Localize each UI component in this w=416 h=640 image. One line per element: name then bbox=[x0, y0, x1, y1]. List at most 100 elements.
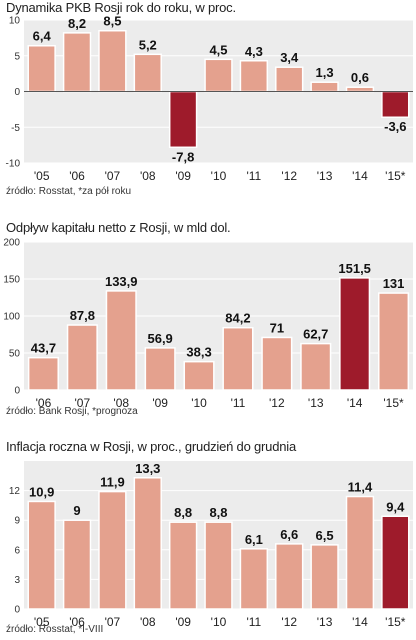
x-tick-label: '10 bbox=[211, 615, 227, 629]
x-tick-label: '13 bbox=[308, 396, 324, 410]
data-label: 9,4 bbox=[386, 499, 405, 514]
x-tick-label: '11 bbox=[231, 396, 246, 410]
x-tick-label: '11 bbox=[246, 169, 261, 183]
y-tick-label: -10 bbox=[6, 159, 21, 170]
x-tick-label: '08 bbox=[140, 169, 156, 183]
y-tick-label: 150 bbox=[3, 275, 20, 286]
x-tick-label: '15* bbox=[385, 169, 406, 183]
bar bbox=[275, 543, 304, 610]
y-tick-label: 0 bbox=[14, 87, 20, 98]
data-label: 11,9 bbox=[100, 475, 125, 490]
bar bbox=[27, 44, 56, 93]
x-tick-label: '13 bbox=[317, 615, 333, 629]
inflation-chart-panel: Inflacja roczna w Rosji, w proc., grudzi… bbox=[0, 439, 416, 639]
bar bbox=[133, 477, 162, 610]
data-label: 62,7 bbox=[303, 327, 328, 342]
data-label: 5,2 bbox=[139, 37, 157, 52]
capital-outflow-chart: 0 50 100 150 200 43,7 '06 87,8 '07 133,9 '08 56,9 '0… bbox=[3, 238, 413, 410]
bar bbox=[345, 495, 375, 610]
y-tick-label: 6 bbox=[14, 545, 20, 556]
bar bbox=[133, 53, 162, 93]
bar bbox=[300, 342, 332, 391]
data-label: 8,5 bbox=[103, 14, 121, 29]
bar bbox=[239, 548, 269, 610]
data-label: 56,9 bbox=[147, 331, 172, 346]
bar bbox=[98, 490, 127, 610]
y-tick-label: 200 bbox=[3, 238, 20, 249]
bar bbox=[27, 356, 59, 391]
data-label: 9 bbox=[73, 503, 80, 518]
y-tick-label: 9 bbox=[14, 516, 20, 527]
x-tick-label: '12 bbox=[281, 169, 297, 183]
gdp-chart: -10 -5 0 5 10 6,4 '05 8,2 '06 8,5 '07 5,2 '08 -7,8 '09… bbox=[6, 14, 413, 183]
data-label: 11,4 bbox=[348, 480, 373, 495]
inflation-chart-source: źródło: Rosstat, *I-VIII bbox=[6, 624, 104, 635]
x-tick-label: '08 bbox=[140, 615, 156, 629]
gdp-chart-panel: Dynamika PKB Rosji rok do roku, w proc. … bbox=[0, 0, 416, 200]
bar bbox=[339, 277, 371, 391]
x-tick-label: '07 bbox=[75, 396, 91, 410]
y-tick-label: 50 bbox=[9, 349, 21, 360]
data-label: 133,9 bbox=[105, 274, 138, 289]
bar bbox=[168, 90, 198, 149]
bar bbox=[222, 326, 254, 391]
x-tick-label: '07 bbox=[105, 169, 121, 183]
x-tick-label: '10 bbox=[211, 169, 227, 183]
x-tick-label: '06 bbox=[69, 169, 85, 183]
y-tick-label: 0 bbox=[14, 386, 20, 397]
data-label: -7,8 bbox=[172, 149, 194, 164]
bar bbox=[378, 292, 410, 391]
x-tick-label: '09 bbox=[175, 169, 191, 183]
bar bbox=[168, 521, 198, 610]
data-label: 87,8 bbox=[70, 308, 95, 323]
bar bbox=[204, 58, 233, 93]
data-label: 8,8 bbox=[209, 505, 227, 520]
data-label: 13,3 bbox=[135, 461, 160, 476]
data-label: 4,3 bbox=[245, 44, 263, 59]
data-label: 6,5 bbox=[316, 528, 334, 543]
data-label: 1,3 bbox=[316, 65, 334, 80]
data-label: 4,5 bbox=[209, 42, 227, 57]
x-tick-label: '12 bbox=[269, 396, 285, 410]
bar bbox=[381, 515, 410, 610]
x-tick-label: '12 bbox=[281, 615, 297, 629]
bar bbox=[144, 347, 176, 391]
inflation-chart-title: Inflacja roczna w Rosji, w proc., grudzi… bbox=[6, 439, 296, 454]
bar bbox=[345, 86, 375, 93]
bar bbox=[239, 60, 269, 93]
bar bbox=[105, 290, 137, 391]
x-tick-label: '14 bbox=[352, 615, 368, 629]
gdp-chart-source: źródło: Rosstat, *za pół roku bbox=[6, 186, 132, 197]
data-label: 71 bbox=[270, 320, 284, 335]
y-tick-label: 10 bbox=[9, 16, 21, 27]
capital-outflow-chart-source: źródło: Bank Rosji, *prognoza bbox=[6, 406, 138, 417]
x-tick-label: '09 bbox=[152, 396, 168, 410]
bar bbox=[62, 32, 92, 93]
x-tick-label: '09 bbox=[175, 615, 191, 629]
bar bbox=[261, 336, 293, 391]
y-tick-label: 0 bbox=[14, 605, 20, 616]
bar bbox=[98, 29, 127, 93]
x-tick-label: '13 bbox=[317, 169, 333, 183]
x-tick-label: '15* bbox=[383, 396, 404, 410]
data-label: 6,4 bbox=[33, 29, 52, 44]
inflation-chart: 0 3 6 9 12 10,9 '05 9 '06 11,9 '07 13,3 '08 8,8 '09 8,8… bbox=[9, 461, 413, 629]
data-label: 10,9 bbox=[29, 484, 54, 499]
bar bbox=[183, 360, 215, 391]
x-tick-label: '06 bbox=[69, 615, 85, 629]
x-tick-label: '10 bbox=[191, 396, 207, 410]
bar bbox=[275, 66, 304, 93]
y-tick-label: 5 bbox=[14, 51, 20, 62]
bar bbox=[204, 521, 233, 610]
gdp-chart-title: Dynamika PKB Rosji rok do roku, w proc. bbox=[6, 0, 236, 15]
y-tick-label: 12 bbox=[9, 486, 21, 497]
y-tick-label: 3 bbox=[14, 575, 20, 586]
data-label: 0,6 bbox=[351, 70, 369, 85]
bar bbox=[66, 324, 98, 391]
data-label: 43,7 bbox=[31, 341, 56, 356]
bar bbox=[27, 500, 56, 610]
bar bbox=[381, 90, 410, 118]
data-label: 6,6 bbox=[280, 527, 298, 542]
y-tick-label: 100 bbox=[3, 312, 20, 323]
x-tick-label: '11 bbox=[246, 615, 261, 629]
